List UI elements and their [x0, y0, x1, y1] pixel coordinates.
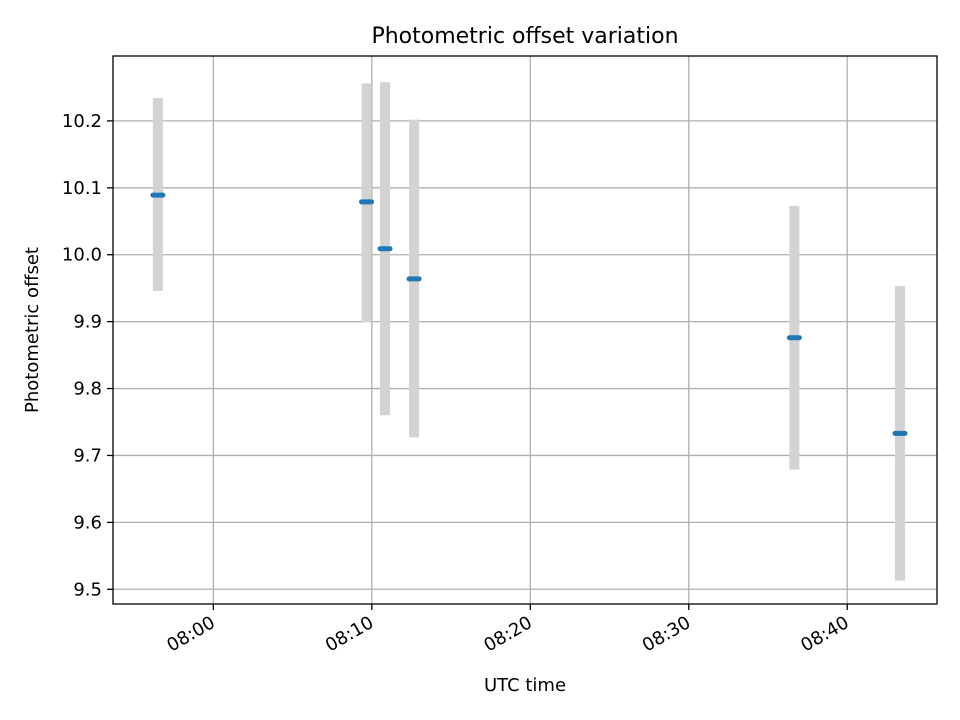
y-tick-label: 10.2	[62, 111, 102, 132]
marker-layer	[150, 192, 908, 436]
x-tick-label: 08:30	[639, 612, 694, 656]
chart-title: Photometric offset variation	[371, 24, 678, 49]
x-axis-title: UTC time	[484, 675, 566, 696]
x-tick-label: 08:10	[322, 612, 377, 656]
y-tick-label: 9.5	[73, 579, 102, 600]
y-tick-label: 9.7	[73, 445, 102, 466]
y-tick-label: 10.0	[62, 245, 102, 266]
x-tick-label: 08:20	[480, 612, 535, 656]
grid-layer	[113, 56, 937, 604]
y-tick-label: 10.1	[62, 178, 102, 199]
y-tick-label: 9.9	[73, 312, 102, 333]
x-tick-label: 08:40	[797, 612, 852, 656]
y-tick-label: 9.8	[73, 379, 102, 400]
y-tick-label: 9.6	[73, 512, 102, 533]
tick-layer: 08:00 08:10 08:20 08:30 08:40 9.5 9.6 9.7 9.8 9.9…	[62, 111, 853, 656]
y-axis-title: Photometric offset	[22, 247, 43, 413]
errorbar-layer	[152, 82, 906, 581]
plot-frame	[112, 55, 938, 605]
x-tick-label: 08:00	[163, 612, 218, 656]
